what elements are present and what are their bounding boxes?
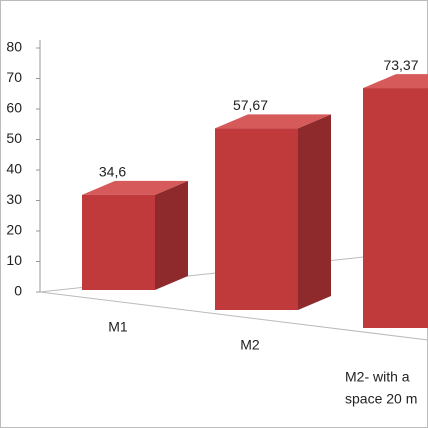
y-tick-label: 0 (14, 283, 22, 299)
value-label: 73,37 (383, 57, 418, 73)
bar-top (82, 180, 188, 195)
x-tick-label: M2 (240, 337, 260, 353)
y-tick-label: 70 (6, 69, 22, 85)
y-tick-label: 20 (6, 222, 22, 238)
x-tick-label: M1 (108, 319, 128, 335)
value-label: 57,67 (233, 97, 268, 113)
bar-top (215, 114, 331, 129)
bar (215, 128, 298, 310)
bar-side (155, 180, 188, 290)
bar-top (363, 74, 428, 89)
y-tick-label: 50 (6, 130, 22, 146)
floor-front (39, 291, 428, 341)
x-tick-label: space 20 m (345, 391, 417, 407)
bar (82, 194, 155, 290)
bar (363, 88, 428, 328)
y-tick-label: 80 (6, 39, 22, 55)
y-tick-label: 10 (6, 252, 22, 268)
bar-side (298, 114, 331, 310)
x-tick-label: M2- with a (345, 369, 410, 385)
y-tick-label: 40 (6, 161, 22, 177)
y-tick-label: 30 (6, 191, 22, 207)
value-label: 34,6 (99, 164, 126, 180)
y-tick-label: 60 (6, 100, 22, 116)
